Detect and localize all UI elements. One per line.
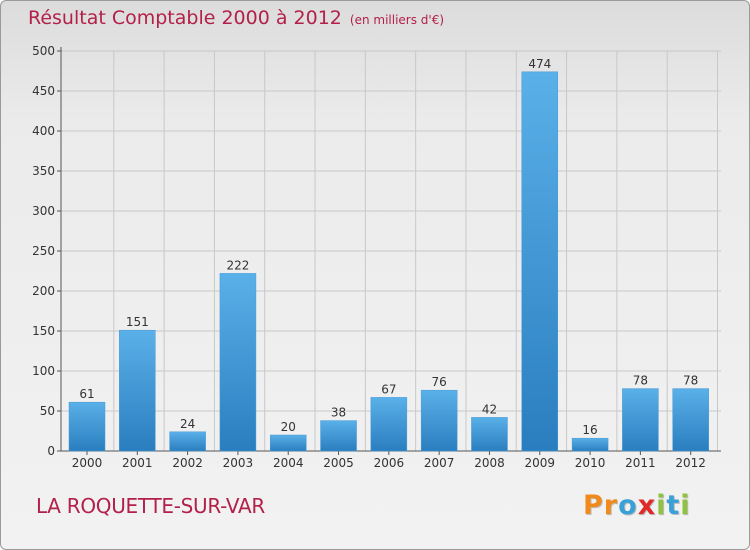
logo-letter: x <box>637 490 657 521</box>
value-label-2005: 38 <box>331 406 346 420</box>
bar-2004 <box>269 434 307 452</box>
value-label-2011: 78 <box>633 374 648 388</box>
bar-2011 <box>622 388 659 452</box>
logo-letter: t <box>666 490 681 521</box>
value-label-2007: 76 <box>432 375 447 389</box>
bar-2009 <box>521 71 559 452</box>
bar-2001 <box>119 329 156 452</box>
y-tick-label-100: 100 <box>32 364 55 378</box>
y-tick-label-350: 350 <box>32 164 55 178</box>
chart-subtitle: (en milliers d'€) <box>349 13 445 27</box>
y-tick-label-150: 150 <box>32 324 55 338</box>
bar-2007 <box>420 389 458 452</box>
bar-2010 <box>571 437 609 452</box>
bar-2005 <box>320 420 357 452</box>
value-label-2001: 151 <box>126 315 149 329</box>
logo-letter: o <box>618 490 638 521</box>
x-tick-label-2006: 2006 <box>374 456 405 470</box>
logo-letter: P <box>583 490 604 521</box>
value-label-2006: 67 <box>381 382 396 396</box>
x-tick-label-2003: 2003 <box>223 456 254 470</box>
bars <box>68 71 709 452</box>
x-tick-label-2009: 2009 <box>524 456 555 470</box>
chart-title: Résultat Comptable 2000 à 2012 (en millie… <box>28 7 444 29</box>
x-tick-label-2001: 2001 <box>122 456 153 470</box>
logo-letter: i <box>680 490 691 521</box>
logo-letter: r <box>603 490 619 521</box>
x-tick-label-2010: 2010 <box>575 456 606 470</box>
bar-2006 <box>370 397 408 452</box>
y-tick-label-400: 400 <box>32 124 55 138</box>
value-label-2004: 20 <box>281 420 296 434</box>
y-tick-label-500: 500 <box>32 44 55 58</box>
chart-title-text: Résultat Comptable 2000 à 2012 <box>28 7 342 29</box>
value-label-2003: 222 <box>226 258 249 272</box>
logo-letter: i <box>656 490 667 521</box>
value-label-2000: 61 <box>79 387 94 401</box>
value-label-2012: 78 <box>683 374 698 388</box>
y-tick-label-200: 200 <box>32 284 55 298</box>
bar-2003 <box>219 273 257 452</box>
y-tick-label-450: 450 <box>32 84 55 98</box>
x-tick-label-2007: 2007 <box>424 456 455 470</box>
value-label-2008: 42 <box>482 402 497 416</box>
y-tick-label-50: 50 <box>40 404 55 418</box>
value-label-2009: 474 <box>528 57 551 71</box>
proxiti-logo: Proxiti <box>583 490 693 526</box>
bar-2008 <box>471 417 508 452</box>
y-tick-label-300: 300 <box>32 204 55 218</box>
commune-name: LA ROQUETTE-SUR-VAR <box>36 494 265 518</box>
x-tick-label-2004: 2004 <box>273 456 304 470</box>
grid-lines <box>61 50 721 451</box>
y-tick-label-250: 250 <box>32 244 55 258</box>
value-label-2010: 16 <box>582 423 597 437</box>
labels: 0 50 100 150 200 250 300 350 400 450 500 61 2000 151 2… <box>32 44 706 470</box>
x-tick-label-2000: 2000 <box>72 456 103 470</box>
x-tick-label-2005: 2005 <box>323 456 354 470</box>
y-tick-label-0: 0 <box>47 444 55 458</box>
bar-2012 <box>672 388 709 452</box>
x-tick-label-2008: 2008 <box>474 456 505 470</box>
x-tick-label-2012: 2012 <box>675 456 706 470</box>
x-tick-label-2002: 2002 <box>172 456 203 470</box>
x-tick-label-2011: 2011 <box>625 456 656 470</box>
bar-2002 <box>169 431 206 452</box>
bar-2000 <box>68 401 106 452</box>
value-label-2002: 24 <box>180 417 195 431</box>
